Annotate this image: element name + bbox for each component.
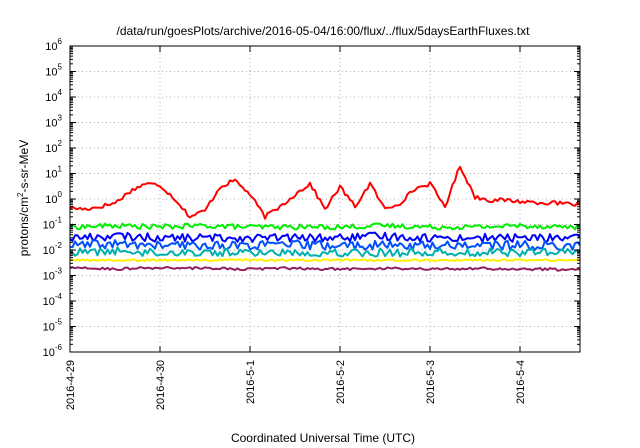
y-tick-label: 10-3 bbox=[43, 267, 63, 283]
y-tick-label: 10-5 bbox=[43, 318, 63, 334]
y-tick-label: 10-4 bbox=[43, 292, 63, 308]
x-tick-label: 2016-5-2 bbox=[335, 360, 347, 404]
y-tick-label-base: 10 bbox=[45, 41, 57, 53]
y-tick-label-base: 10 bbox=[43, 220, 55, 232]
y-axis-label-base: protons/cm bbox=[17, 197, 31, 256]
y-tick-label-base: 10 bbox=[45, 92, 57, 104]
y-tick-label: 10-2 bbox=[43, 241, 63, 257]
y-tick-label: 106 bbox=[45, 37, 62, 53]
y-tick-label-base: 10 bbox=[43, 245, 55, 257]
y-tick-label-exponent: 3 bbox=[58, 114, 63, 123]
y-tick-label-exponent: -2 bbox=[55, 241, 63, 250]
y-tick-label-base: 10 bbox=[43, 271, 55, 283]
y-tick-label: 105 bbox=[45, 63, 62, 79]
y-tick-label-exponent: -1 bbox=[55, 216, 63, 225]
y-tick-label: 103 bbox=[45, 114, 62, 130]
x-tick-label: 2016-4-29 bbox=[65, 360, 77, 410]
x-axis: 2016-4-29 2016-4-30 2016-5-1 2016-5-2 2016-5… bbox=[65, 46, 527, 410]
y-tick-label: 102 bbox=[45, 139, 62, 155]
chart-title: /data/run/goesPlots/archive/2016-05-04/1… bbox=[117, 24, 531, 38]
y-tick-label-exponent: 0 bbox=[58, 190, 63, 199]
y-tick-label: 101 bbox=[45, 165, 62, 181]
x-tick-label: 2016-5-3 bbox=[425, 360, 437, 404]
y-tick-label-exponent: 4 bbox=[58, 88, 63, 97]
y-tick-label-base: 10 bbox=[43, 347, 55, 359]
series-line bbox=[69, 239, 581, 251]
y-tick-label-exponent: 6 bbox=[58, 37, 63, 46]
y-tick-label-base: 10 bbox=[45, 169, 57, 181]
y-axis-label-sup: 2 bbox=[16, 192, 25, 197]
y-tick-label: 104 bbox=[45, 88, 62, 104]
y-tick-label: 10-1 bbox=[43, 216, 63, 232]
series-line bbox=[69, 266, 581, 272]
series-line bbox=[69, 222, 581, 231]
y-axis-label-rest: -s-sr-MeV bbox=[17, 140, 31, 193]
y-tick-label: 100 bbox=[45, 190, 62, 206]
y-tick-label-exponent: -4 bbox=[55, 292, 63, 301]
x-tick-label: 2016-5-1 bbox=[245, 360, 257, 404]
y-axis-label: protons/cm2-s-sr-MeV bbox=[16, 140, 31, 256]
y-tick-label-exponent: -6 bbox=[55, 343, 63, 352]
y-axis: 10-610-510-410-310-210-11001011021031041… bbox=[43, 37, 580, 359]
grid-lines bbox=[70, 46, 580, 352]
y-tick-label-base: 10 bbox=[43, 322, 55, 334]
x-tick-label: 2016-4-30 bbox=[155, 360, 167, 410]
series-line bbox=[69, 258, 581, 263]
y-tick-label: 10-6 bbox=[43, 343, 63, 359]
y-tick-label-base: 10 bbox=[45, 143, 57, 155]
y-tick-label-exponent: -5 bbox=[55, 318, 63, 327]
series-line bbox=[69, 165, 581, 220]
x-tick-label: 2016-5-4 bbox=[515, 360, 527, 404]
series-group bbox=[69, 165, 581, 272]
y-tick-label-base: 10 bbox=[45, 67, 57, 79]
y-tick-label-exponent: 2 bbox=[58, 139, 63, 148]
y-tick-label-exponent: -3 bbox=[55, 267, 63, 276]
series-line bbox=[69, 231, 581, 243]
y-tick-label-base: 10 bbox=[45, 118, 57, 130]
y-tick-label-exponent: 1 bbox=[58, 165, 63, 174]
series-line bbox=[69, 246, 581, 258]
y-tick-label-base: 10 bbox=[45, 194, 57, 206]
y-tick-label-base: 10 bbox=[43, 296, 55, 308]
x-axis-label: Coordinated Universal Time (UTC) bbox=[231, 431, 415, 445]
y-tick-label-exponent: 5 bbox=[58, 63, 63, 72]
